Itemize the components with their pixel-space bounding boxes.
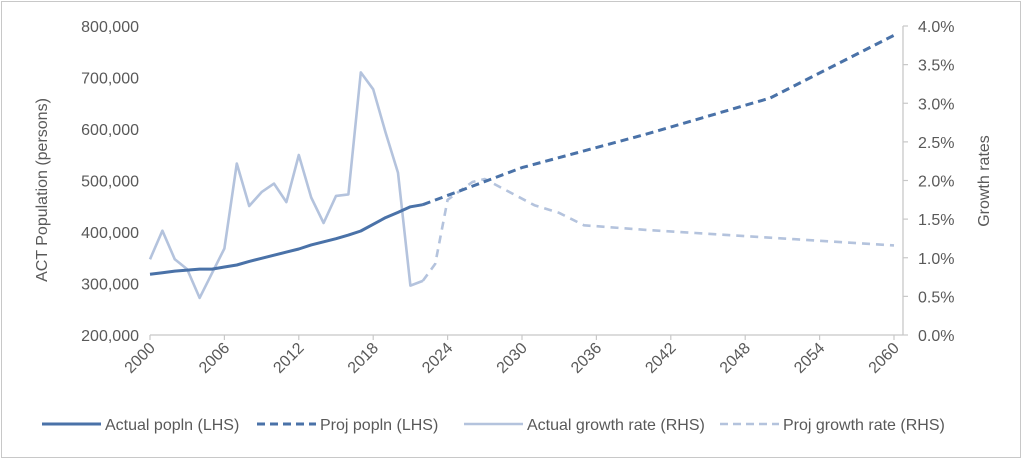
- y-left-tick-label: 800,000: [81, 19, 139, 36]
- y-right-tick-label: 2.0%: [918, 174, 954, 191]
- legend-label: Proj popln (LHS): [320, 417, 438, 434]
- series-line-2: [422, 33, 895, 207]
- x-tick-label: 2060: [866, 340, 903, 377]
- x-tick-label: 2036: [568, 340, 605, 377]
- y-left-axis-title: ACT Population (persons): [34, 98, 51, 282]
- y-right-tick-label: 3.0%: [918, 96, 954, 113]
- y-left-tick-label: 300,000: [81, 277, 139, 294]
- y-right-tick-label: 0.5%: [918, 289, 954, 306]
- y-left-tick-labels: 200,000 300,000 400,000 500,000 600,000 700,0…: [81, 19, 139, 345]
- x-tick-marks: [149, 335, 895, 340]
- plot-area: 2000 2006 2012 2018 2024 2030 2036 2042 2048 2054…: [81, 19, 954, 377]
- y-right-tick-label: 4.0%: [918, 19, 954, 36]
- series-line-4: [421, 177, 895, 282]
- x-tick-label: 2024: [419, 340, 456, 377]
- x-tick-label: 2006: [196, 340, 233, 377]
- y-right-tick-labels: 0.0% 0.5% 1.0% 1.5% 2.0% 2.5% 3.0% 3.5% 4.0%: [918, 19, 954, 345]
- legend: Actual popln (LHS) Proj popln (LHS) Actual…: [42, 417, 945, 434]
- x-tick-labels: 2000 2006 2012 2018 2024 2030 2036 2042 2048 2054…: [122, 340, 903, 377]
- y-right-tick-label: 1.5%: [918, 212, 954, 229]
- x-tick-label: 2042: [642, 340, 679, 377]
- legend-label: Actual growth rate (RHS): [527, 417, 705, 434]
- series-layer: [148, 33, 895, 300]
- y-left-tick-label: 700,000: [81, 71, 139, 88]
- y-left-tick-label: 200,000: [81, 328, 139, 345]
- series-line-1: [149, 203, 424, 276]
- x-tick-label: 2018: [345, 340, 382, 377]
- legend-label: Proj growth rate (RHS): [783, 417, 945, 434]
- y-right-tick-label: 0.0%: [918, 328, 954, 345]
- x-tick-label: 2030: [494, 340, 531, 377]
- y-right-tick-label: 3.5%: [918, 58, 954, 75]
- x-tick-label: 2000: [122, 340, 159, 377]
- y-left-tick-label: 500,000: [81, 174, 139, 191]
- y-right-tick-label: 1.0%: [918, 251, 954, 268]
- y-left-tick-label: 600,000: [81, 122, 139, 139]
- x-tick-label: 2048: [717, 340, 754, 377]
- right-tick-marks: [903, 25, 908, 336]
- series-line-3: [148, 71, 424, 300]
- x-tick-label: 2054: [791, 340, 828, 377]
- y-left-tick-label: 400,000: [81, 225, 139, 242]
- legend-label: Actual popln (LHS): [105, 417, 239, 434]
- y-right-axis-title: Growth rates: [976, 135, 993, 227]
- y-right-tick-label: 2.5%: [918, 135, 954, 152]
- x-tick-label: 2012: [270, 340, 307, 377]
